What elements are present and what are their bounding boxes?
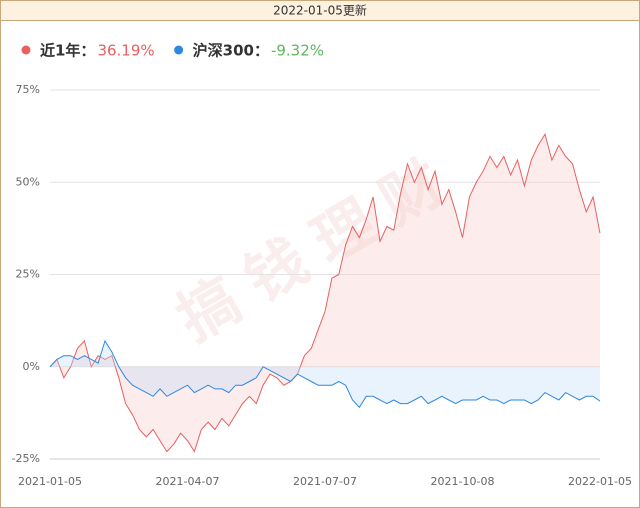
legend-name: 沪深300：: [193, 42, 269, 60]
y-tick-label: 25%: [16, 268, 40, 281]
x-tick-label: 2021-04-07: [156, 475, 220, 488]
x-tick-label: 2021-07-07: [293, 475, 357, 488]
x-tick-label: 2021-01-05: [18, 475, 82, 488]
x-tick-label: 2022-01-05: [568, 475, 632, 488]
area: [50, 340, 600, 408]
area: [50, 134, 600, 452]
legend: 近1年： 36.19% 沪深300： -9.32%: [21, 42, 324, 60]
x-tick-label: 2021-10-08: [431, 475, 495, 488]
legend-value: -9.32%: [271, 42, 324, 60]
line: [49, 339, 601, 409]
y-tick-label: -25%: [12, 452, 40, 465]
legend-dot: [174, 45, 184, 55]
legend-dot: [21, 45, 31, 55]
legend-value: 36.19%: [97, 42, 154, 60]
y-tick-label: 75%: [16, 83, 40, 96]
y-tick-label: 50%: [16, 175, 40, 188]
line: [49, 133, 601, 453]
y-tick-label: 0%: [23, 360, 40, 373]
update-date: 2022-01-05更新: [273, 3, 367, 18]
legend-name: 近1年：: [40, 42, 95, 60]
